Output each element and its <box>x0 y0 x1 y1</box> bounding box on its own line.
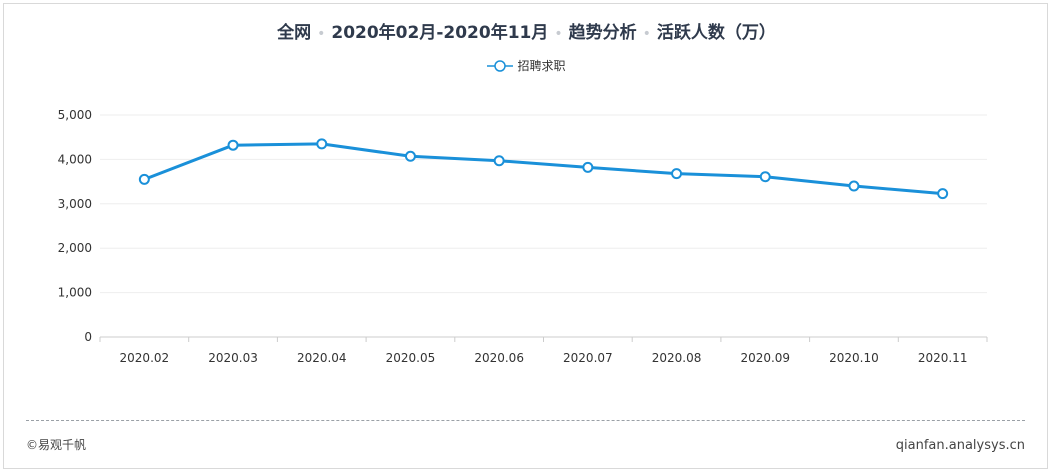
chart-legend[interactable]: 招聘求职 <box>0 57 1053 74</box>
footer-site[interactable]: qianfan.analysys.cn <box>895 438 1025 453</box>
grid-lines <box>100 114 987 294</box>
y-tick-label: 1,000 <box>58 286 92 300</box>
chart-frame <box>3 3 1048 469</box>
legend-series-label: 招聘求职 <box>517 59 566 73</box>
x-tick-label: 2020.06 <box>474 351 524 365</box>
x-tick-label: 2020.10 <box>829 351 879 365</box>
x-tick-label: 2020.09 <box>740 351 790 365</box>
x-tick-label: 2020.03 <box>208 351 258 365</box>
title-view: 趋势分析 <box>568 23 637 43</box>
x-axis: 2020.02 2020.03 2020.04 2020.05 2020.06 2020.… <box>99 336 988 365</box>
legend-line-marker-icon <box>487 59 514 72</box>
title-period: 2020年02月-2020年11月 <box>331 23 549 43</box>
data-point[interactable] <box>316 138 328 150</box>
y-tick-label: 2,000 <box>58 241 92 255</box>
y-axis: 0 1,000 2,000 3,000 4,000 5,000 <box>58 108 92 344</box>
series-group <box>138 138 949 200</box>
data-point[interactable] <box>227 139 239 151</box>
data-point[interactable] <box>671 168 683 180</box>
x-tick-label: 2020.05 <box>386 351 436 365</box>
y-tick-label: 5,000 <box>58 108 92 122</box>
x-tick-label: 2020.04 <box>297 351 347 365</box>
series-line <box>143 142 943 196</box>
y-tick-label: 3,000 <box>58 197 92 211</box>
y-tick-label: 4,000 <box>58 152 92 166</box>
title-separator: • <box>642 26 651 42</box>
data-point[interactable] <box>759 171 771 183</box>
chart-title: 全网 • 2020年02月-2020年11月 • 趋势分析 • 活跃人数（万） <box>0 18 1053 43</box>
x-tick-label: 2020.11 <box>918 351 968 365</box>
data-point[interactable] <box>582 161 594 173</box>
title-separator: • <box>554 26 563 42</box>
data-point[interactable] <box>848 180 860 192</box>
footer-divider <box>26 420 1025 421</box>
data-point[interactable] <box>404 150 416 162</box>
y-tick-label: 0 <box>84 330 92 344</box>
title-metric: 活跃人数（万） <box>656 23 776 43</box>
x-tick-label: 2020.08 <box>652 351 702 365</box>
x-tick-label: 2020.02 <box>120 351 170 365</box>
data-point[interactable] <box>937 188 949 200</box>
footer-copyright: ©易观千帆 <box>26 438 87 452</box>
title-scope: 全网 <box>277 23 312 43</box>
data-point[interactable] <box>493 155 505 167</box>
title-separator: • <box>317 26 326 42</box>
data-point[interactable] <box>138 173 150 185</box>
x-tick-label: 2020.07 <box>563 351 613 365</box>
